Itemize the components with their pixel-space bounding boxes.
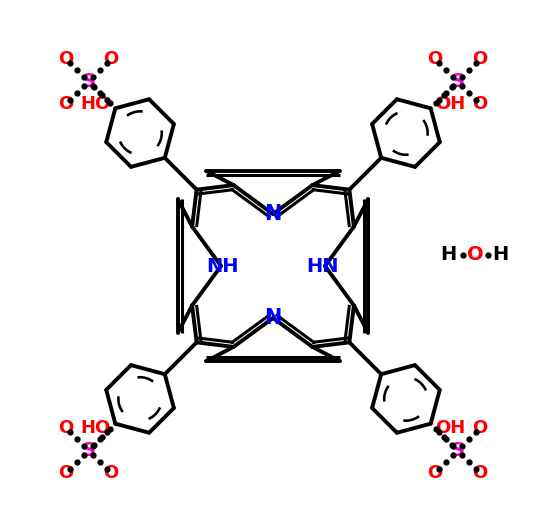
Text: O: O	[467, 245, 483, 264]
Text: O: O	[58, 50, 74, 68]
Text: H: H	[440, 245, 456, 264]
Text: S: S	[81, 441, 96, 460]
Text: HO: HO	[81, 419, 111, 437]
Text: HN: HN	[307, 256, 339, 276]
Text: O: O	[428, 50, 443, 68]
Text: N: N	[264, 308, 282, 328]
Text: O: O	[103, 50, 118, 68]
Text: O: O	[472, 50, 488, 68]
Text: OH: OH	[435, 95, 465, 113]
Text: O: O	[58, 95, 74, 113]
Text: S: S	[450, 441, 465, 460]
Text: O: O	[428, 464, 443, 482]
Text: N: N	[264, 204, 282, 224]
Text: S: S	[450, 72, 465, 91]
Text: O: O	[472, 464, 488, 482]
Text: O: O	[103, 464, 118, 482]
Text: S: S	[81, 72, 96, 91]
Text: O: O	[58, 464, 74, 482]
Text: NH: NH	[207, 256, 239, 276]
Text: O: O	[58, 419, 74, 437]
Text: H: H	[492, 245, 508, 264]
Text: O: O	[472, 95, 488, 113]
Text: OH: OH	[435, 419, 465, 437]
Text: HO: HO	[81, 95, 111, 113]
Text: O: O	[472, 419, 488, 437]
